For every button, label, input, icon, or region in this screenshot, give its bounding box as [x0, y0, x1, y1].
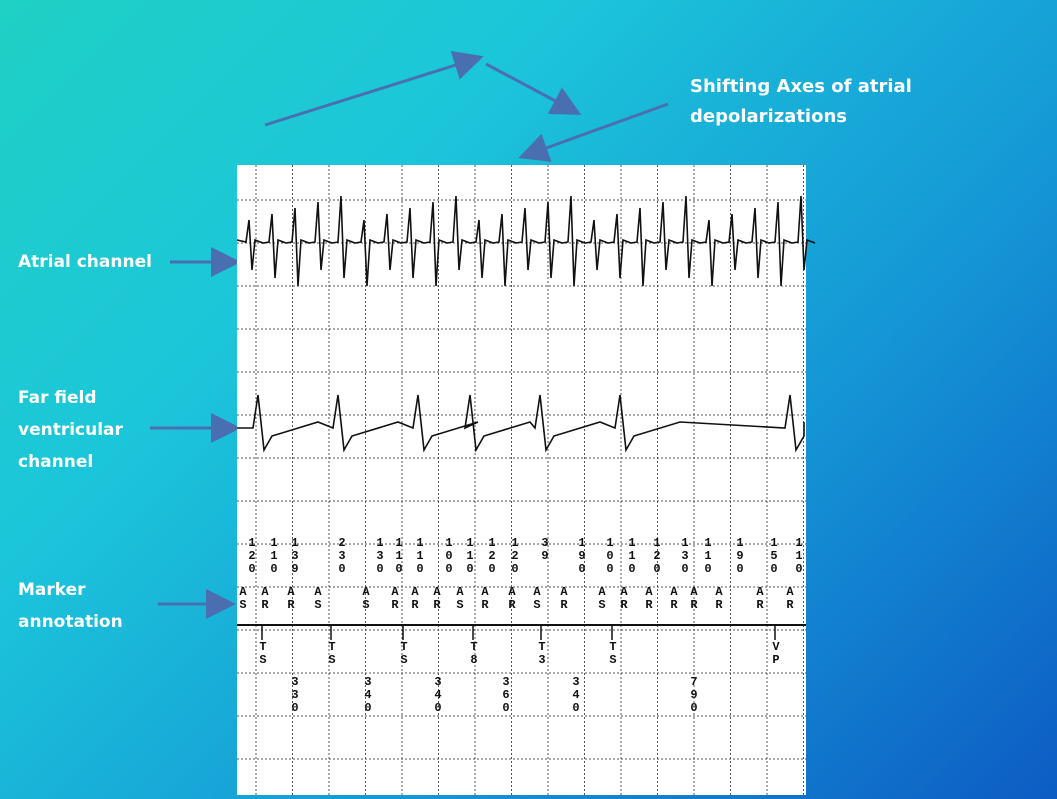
arrow	[265, 58, 478, 125]
sense-marker: T8	[468, 640, 480, 666]
marker-label: AS	[360, 585, 372, 611]
interval-label: 110	[793, 536, 805, 575]
marker-label: AR	[713, 585, 725, 611]
interval-label: 110	[464, 536, 476, 575]
cycle-length: 340	[362, 675, 374, 714]
interval-label: 130	[679, 536, 691, 575]
label-line: Far field	[18, 382, 123, 414]
marker-label: AR	[754, 585, 766, 611]
interval-label: 110	[268, 536, 280, 575]
interval-label: 190	[576, 536, 588, 575]
atrial-label: Atrial channel	[18, 246, 152, 278]
sense-marker: T3	[536, 640, 548, 666]
interval-label: 110	[414, 536, 426, 575]
interval-label: 39	[539, 536, 551, 562]
interval-label: 110	[626, 536, 638, 575]
interval-label: 150	[768, 536, 780, 575]
interval-label: 100	[443, 536, 455, 575]
marker-label: AR	[431, 585, 443, 611]
sense-marker: TS	[257, 640, 269, 666]
sense-marker: TS	[607, 640, 619, 666]
marker-label: AR	[479, 585, 491, 611]
label-line: Atrial channel	[18, 246, 152, 278]
marker-label: AR	[506, 585, 518, 611]
marker-label: AR	[643, 585, 655, 611]
marker-label: AR	[784, 585, 796, 611]
sense-marker: TS	[326, 640, 338, 666]
marker-label: AR	[618, 585, 630, 611]
slide: Shifting Axes of atrialdepolarizations A…	[0, 0, 1057, 799]
label-line: ventricular	[18, 414, 123, 446]
interval-label: 120	[486, 536, 498, 575]
marker-label: AS	[531, 585, 543, 611]
marker-label: AR	[688, 585, 700, 611]
arrow	[486, 64, 576, 112]
interval-label: 110	[393, 536, 405, 575]
title-line: depolarizations	[690, 102, 912, 132]
cycle-length: 340	[432, 675, 444, 714]
cycle-length: 340	[570, 675, 582, 714]
label-line: channel	[18, 446, 123, 478]
interval-label: 190	[734, 536, 746, 575]
interval-label: 120	[509, 536, 521, 575]
cycle-length: 330	[289, 675, 301, 714]
label-line: annotation	[18, 606, 123, 638]
interval-label: 110	[702, 536, 714, 575]
arrow	[524, 104, 668, 156]
marker-label: AR	[285, 585, 297, 611]
marker-label: AR	[259, 585, 271, 611]
cycle-length: 360	[500, 675, 512, 714]
label-line: Marker	[18, 574, 123, 606]
interval-label: 130	[374, 536, 386, 575]
marker-label: AS	[596, 585, 608, 611]
marker-label: AS	[237, 585, 249, 611]
interval-label: 100	[604, 536, 616, 575]
sense-marker: VP	[770, 640, 782, 666]
interval-label: 139	[289, 536, 301, 575]
marker-label: AR	[558, 585, 570, 611]
interval-label: 120	[246, 536, 258, 575]
marker-label: AR	[389, 585, 401, 611]
cycle-length: 790	[688, 675, 700, 714]
interval-label: 120	[651, 536, 663, 575]
marker-label: AS	[312, 585, 324, 611]
sense-marker: TS	[398, 640, 410, 666]
interval-label: 230	[336, 536, 348, 575]
title-line: Shifting Axes of atrial	[690, 72, 912, 102]
marker-label: AS	[454, 585, 466, 611]
marker-label: AR	[409, 585, 421, 611]
marker-label: AR	[668, 585, 680, 611]
